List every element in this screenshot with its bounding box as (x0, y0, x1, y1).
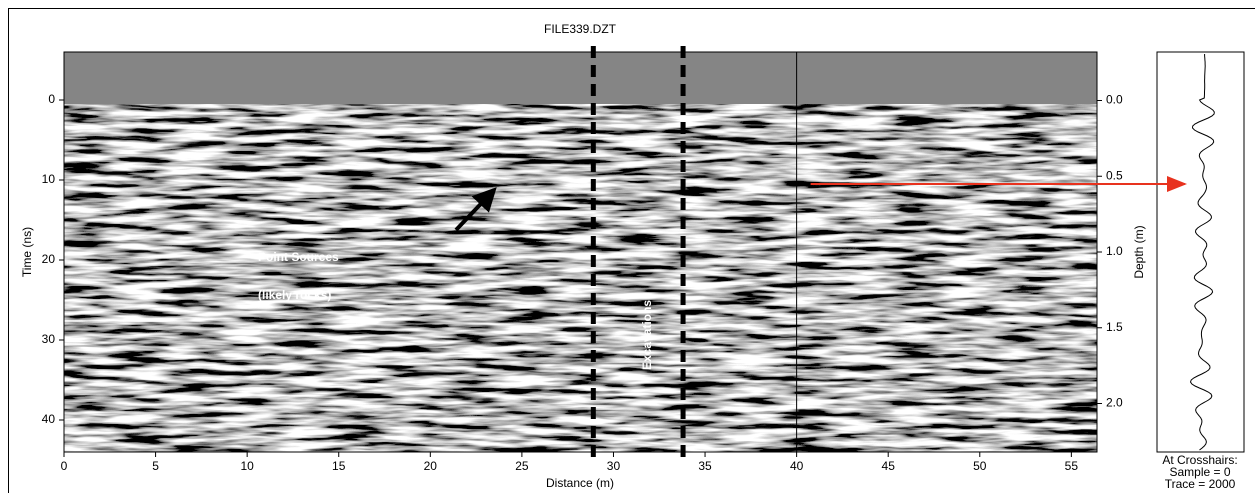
y-tick-label: 0 (48, 92, 55, 106)
air-gap (64, 52, 1097, 104)
crosshair-info: Trace = 2000 (1165, 477, 1236, 491)
y2-tick-label: 1.0 (1106, 244, 1123, 258)
y2-axis-label: Depth (m) (1132, 225, 1146, 278)
y-tick-label: 40 (42, 412, 56, 426)
y-tick-label: 10 (42, 172, 56, 186)
y-tick-label: 30 (42, 332, 56, 346)
x-tick-label: 25 (515, 459, 529, 473)
y2-tick-label: 0.0 (1106, 93, 1123, 107)
y-axis-label: Time (ns) (20, 227, 34, 277)
trace-waveform (1189, 54, 1215, 451)
x-tick-label: 40 (790, 459, 804, 473)
x-tick-label: 5 (152, 459, 159, 473)
x-axis-label: Distance (m) (546, 476, 614, 490)
y2-tick-label: 1.5 (1106, 320, 1123, 334)
x-tick-label: 30 (607, 459, 621, 473)
x-tick-label: 35 (698, 459, 712, 473)
x-tick-label: 50 (973, 459, 987, 473)
x-tick-label: 55 (1065, 459, 1079, 473)
crosshair-info: Sample = 0 (1169, 465, 1230, 479)
chart-title: FILE339.DZT (544, 22, 617, 36)
x-tick-label: 0 (61, 459, 68, 473)
x-tick-label: 20 (424, 459, 438, 473)
annotation: Excavations (640, 300, 654, 370)
radargram-image (64, 104, 1097, 452)
annotation: Point Sources (258, 250, 339, 264)
crosshair-info: At Crosshairs: (1162, 453, 1237, 467)
annotation-arrow (454, 187, 497, 232)
annotation: (likely rocks) (258, 288, 331, 302)
y2-tick-label: 2.0 (1106, 396, 1123, 410)
trace-panel (1156, 51, 1245, 453)
x-tick-label: 15 (332, 459, 346, 473)
y-tick-label: 20 (42, 252, 56, 266)
frame (8, 8, 1255, 493)
x-tick-label: 45 (882, 459, 896, 473)
x-tick-label: 10 (240, 459, 254, 473)
y2-tick-label: 0.5 (1106, 168, 1123, 182)
